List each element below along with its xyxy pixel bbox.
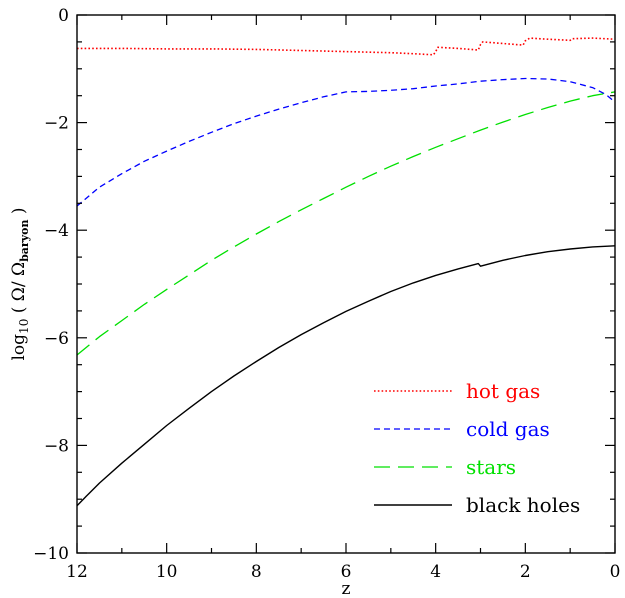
y-axis-label-sub-baryon: baryon [18,220,31,262]
legend: hot gas cold gas stars black holes [374,379,580,517]
x-tick-label: 2 [520,562,531,582]
x-tick-label: 12 [66,562,88,582]
series-line-stars [76,91,616,356]
y-tick-label: −2 [44,114,69,134]
y-axis-label: log10 ( Ω/ Ωbaryon ) [9,208,31,361]
series-line-black-holes [76,245,616,507]
legend-label-hot-gas: hot gas [466,379,540,403]
series-line-cold-gas [76,77,616,207]
y-tick-label: −8 [44,436,69,456]
series-line-hot-gas [77,37,616,56]
x-tick-label: 8 [251,562,262,582]
y-axis-label-prefix: log [9,334,29,361]
y-tick-label: −10 [33,544,69,564]
x-tick-label: 6 [341,562,352,582]
x-tick-label: 4 [430,562,441,582]
x-tick-label: 10 [156,562,178,582]
y-axis-label-sub10: 10 [17,319,31,334]
series-layer [76,37,616,507]
legend-label-cold-gas: cold gas [466,417,550,441]
ticks-layer: 12 10 8 6 4 2 0 0 −2 −4 −6 −8 −10 [33,6,620,582]
plot-frame [76,14,616,554]
y-tick-label: 0 [58,6,69,26]
x-tick-label: 0 [610,562,621,582]
legend-label-stars: stars [466,455,516,479]
x-axis-label: z [342,579,351,598]
y-axis-label-open: ( Ω/ Ω [9,262,29,319]
y-tick-label: −6 [44,329,69,349]
y-tick-label: −4 [44,221,69,241]
y-axis-label-close: ) [9,208,29,220]
legend-label-black-holes: black holes [466,493,580,517]
